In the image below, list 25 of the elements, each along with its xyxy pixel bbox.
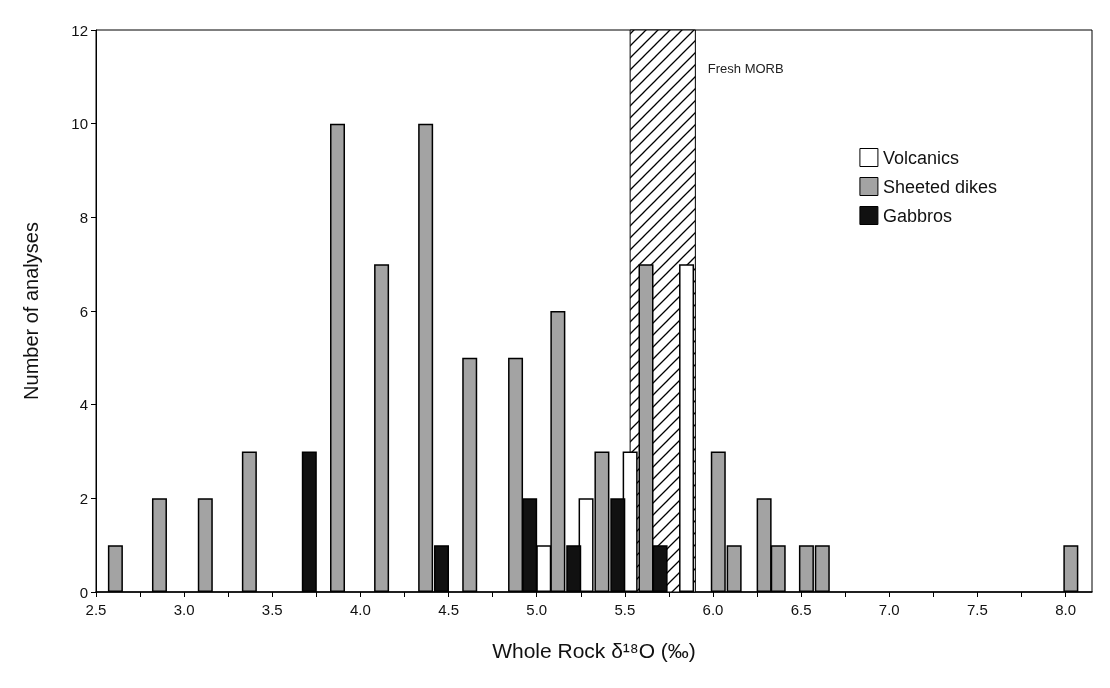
x-tick-label: 6.5 xyxy=(790,601,812,618)
x-tick-label: 3.5 xyxy=(261,601,283,618)
x-tick-label: 3.0 xyxy=(173,601,195,618)
x-tick-label: 8.0 xyxy=(1055,601,1076,618)
band-label: Fresh MORB xyxy=(707,60,784,76)
y-tick-label: 2 xyxy=(79,489,88,507)
legend-label: Volcanics xyxy=(882,147,959,168)
x-tick-label: 2.5 xyxy=(85,601,107,618)
y-tick-label: 12 xyxy=(71,21,88,39)
legend-label: Sheeted dikes xyxy=(882,176,998,197)
y-tick-label: 10 xyxy=(71,115,88,133)
x-tick-label: 4.0 xyxy=(350,601,371,618)
y-tick-label: 8 xyxy=(79,208,88,226)
legend-label: Gabbros xyxy=(882,205,952,226)
x-tick-label: 4.5 xyxy=(438,601,459,618)
x-tick-label: 5.5 xyxy=(614,601,636,618)
y-axis-title: Number of analyses xyxy=(20,222,42,400)
y-tick-label: 0 xyxy=(79,583,88,601)
x-tick-label: 5.0 xyxy=(526,601,548,618)
x-axis-title: Whole Rock δ¹⁸O (‰) xyxy=(492,639,696,662)
x-tick-label: 6.0 xyxy=(702,601,724,618)
x-tick-label: 7.0 xyxy=(878,601,900,618)
y-tick-label: 4 xyxy=(79,396,88,414)
y-tick-label: 6 xyxy=(79,302,88,320)
x-tick-label: 7.5 xyxy=(966,601,988,618)
